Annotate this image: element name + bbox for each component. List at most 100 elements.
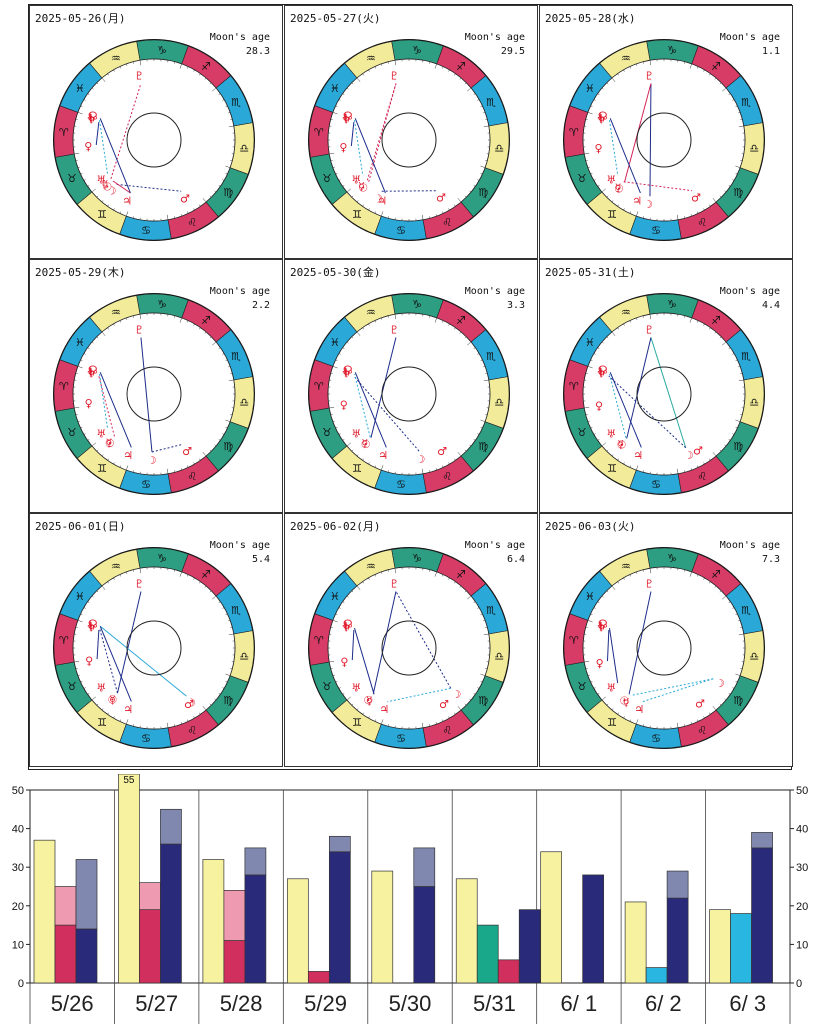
degree-tick (483, 366, 486, 368)
sign-glyph: ♈ (314, 634, 324, 647)
degree-tick (362, 204, 364, 207)
degree-tick (740, 626, 743, 628)
sign-glyph: ♊ (607, 462, 617, 475)
sign-glyph: ♊ (97, 716, 107, 729)
degree-tick (166, 722, 169, 728)
degree-tick (342, 693, 345, 695)
degree-tick (193, 208, 195, 211)
center-circle (381, 620, 437, 676)
bar-segment (223, 940, 246, 984)
planet-glyph: ☽ (373, 192, 383, 205)
sign-glyph: ♉ (322, 680, 332, 693)
center-circle (636, 620, 692, 676)
degree-tick (485, 414, 488, 416)
aspect-line (99, 118, 131, 194)
zodiac-wheel: ♈ ♉ ♊ ♋ ♌ ♍ ♎ ♏ ♐ ♑ ♒ ♓ ☽ ☉☿ ♀ ♂ ♃ ♄ ♅ ♆ ♇ ☊ (53, 293, 255, 495)
horoscope-grid: ♈ ♉ ♊ ♋ ♌ ♍ ♎ ♏ ♐ ♑ ♒ ♓ ☽ ☉ ☿ ♀ ♂ ♃ ♄ ♅ ♆ ♇ ☊ 2025-05-26(月) Moon… (28, 4, 793, 770)
degree-tick (477, 179, 480, 181)
degree-tick (714, 77, 717, 80)
planet-glyph: ♆ (86, 114, 96, 127)
planet-glyph: ♄ (597, 619, 607, 632)
degree-tick (387, 724, 389, 727)
degree-tick (623, 577, 625, 580)
degree-tick (77, 366, 83, 369)
degree-tick (735, 173, 738, 175)
degree-tick (724, 190, 727, 193)
degree-tick (87, 693, 90, 695)
aspect-line (353, 375, 420, 452)
sign-glyph: ♉ (322, 426, 332, 439)
degree-tick (473, 693, 476, 695)
degree-tick (690, 468, 692, 471)
sign-glyph: ♈ (314, 126, 324, 139)
degree-tick (601, 595, 604, 598)
degree-tick (617, 204, 619, 207)
degree-tick (83, 433, 86, 435)
category-label: 6/ 3 (729, 991, 766, 1016)
degree-tick (606, 590, 609, 593)
bar-segment (540, 851, 563, 984)
degree-tick (480, 105, 483, 107)
sign-glyph: ♐ (201, 314, 211, 327)
degree-tick (91, 87, 94, 90)
degree-tick (132, 216, 134, 219)
sign-glyph: ♒ (366, 560, 376, 573)
degree-tick (429, 470, 431, 473)
bar-segment (497, 959, 520, 984)
degree-tick (225, 613, 228, 615)
degree-tick (368, 716, 370, 719)
planet-glyph: ♇ (134, 324, 144, 337)
degree-tick (728, 93, 731, 95)
sign-glyph: ♑ (412, 552, 422, 565)
degree-tick (332, 166, 335, 168)
degree-tick (448, 716, 450, 719)
planet-glyph: ♄ (342, 619, 352, 632)
degree-tick (740, 414, 743, 416)
degree-tick (225, 173, 228, 175)
degree-tick (689, 63, 692, 69)
degree-tick (91, 595, 94, 598)
degree-tick (139, 314, 142, 320)
sign-glyph: ♒ (621, 306, 631, 319)
degree-tick (228, 620, 231, 622)
moon-age-value: 4.4 (761, 300, 780, 311)
degree-tick (394, 568, 397, 574)
degree-tick (611, 200, 614, 203)
degree-tick (709, 581, 711, 584)
degree-tick (381, 317, 383, 320)
sign-glyph: ♍ (223, 186, 233, 199)
degree-tick (193, 323, 195, 326)
degree-tick (642, 315, 644, 318)
moon-age-label: Moon's age (209, 32, 270, 43)
degree-tick (485, 668, 488, 670)
planet-glyph: ♄ (597, 365, 607, 378)
planet-glyph: ♀ (594, 142, 602, 155)
sign-glyph: ♍ (733, 694, 743, 707)
moon-age-value: 1.1 (761, 46, 780, 57)
degree-tick (362, 327, 364, 330)
degree-tick (485, 118, 488, 120)
aspect-line (99, 372, 132, 448)
horoscope-chart: ♈ ♉ ♊ ♋ ♌ ♍ ♎ ♏ ♐ ♑ ♒ ♓ ☽ ☉ ☿ ♀ ♂ ♃ ♄ ♅ ♆ ♇ ☊ 2025-06-01(日) Moon… (29, 513, 283, 767)
sign-glyph: ♏ (741, 604, 751, 617)
planet-glyph: ♀ (596, 657, 604, 670)
aspect-line (112, 180, 131, 194)
planet-glyph: ☿ (615, 181, 622, 194)
degree-tick (132, 470, 134, 473)
degree-tick (611, 585, 616, 590)
degree-tick (606, 82, 609, 85)
planet-glyph: ☽ (107, 185, 117, 198)
degree-tick (697, 574, 699, 577)
degree-tick (703, 208, 705, 211)
degree-tick (174, 315, 176, 318)
planet-glyph: ♇ (389, 70, 399, 83)
degree-tick (338, 99, 341, 101)
degree-tick (719, 590, 722, 593)
sign-glyph: ♋ (396, 224, 406, 237)
degree-tick (469, 698, 472, 701)
degree-tick (119, 320, 121, 323)
degree-tick (690, 214, 692, 217)
degree-tick (709, 712, 711, 715)
degree-tick (480, 427, 483, 429)
center-circle (381, 366, 437, 422)
